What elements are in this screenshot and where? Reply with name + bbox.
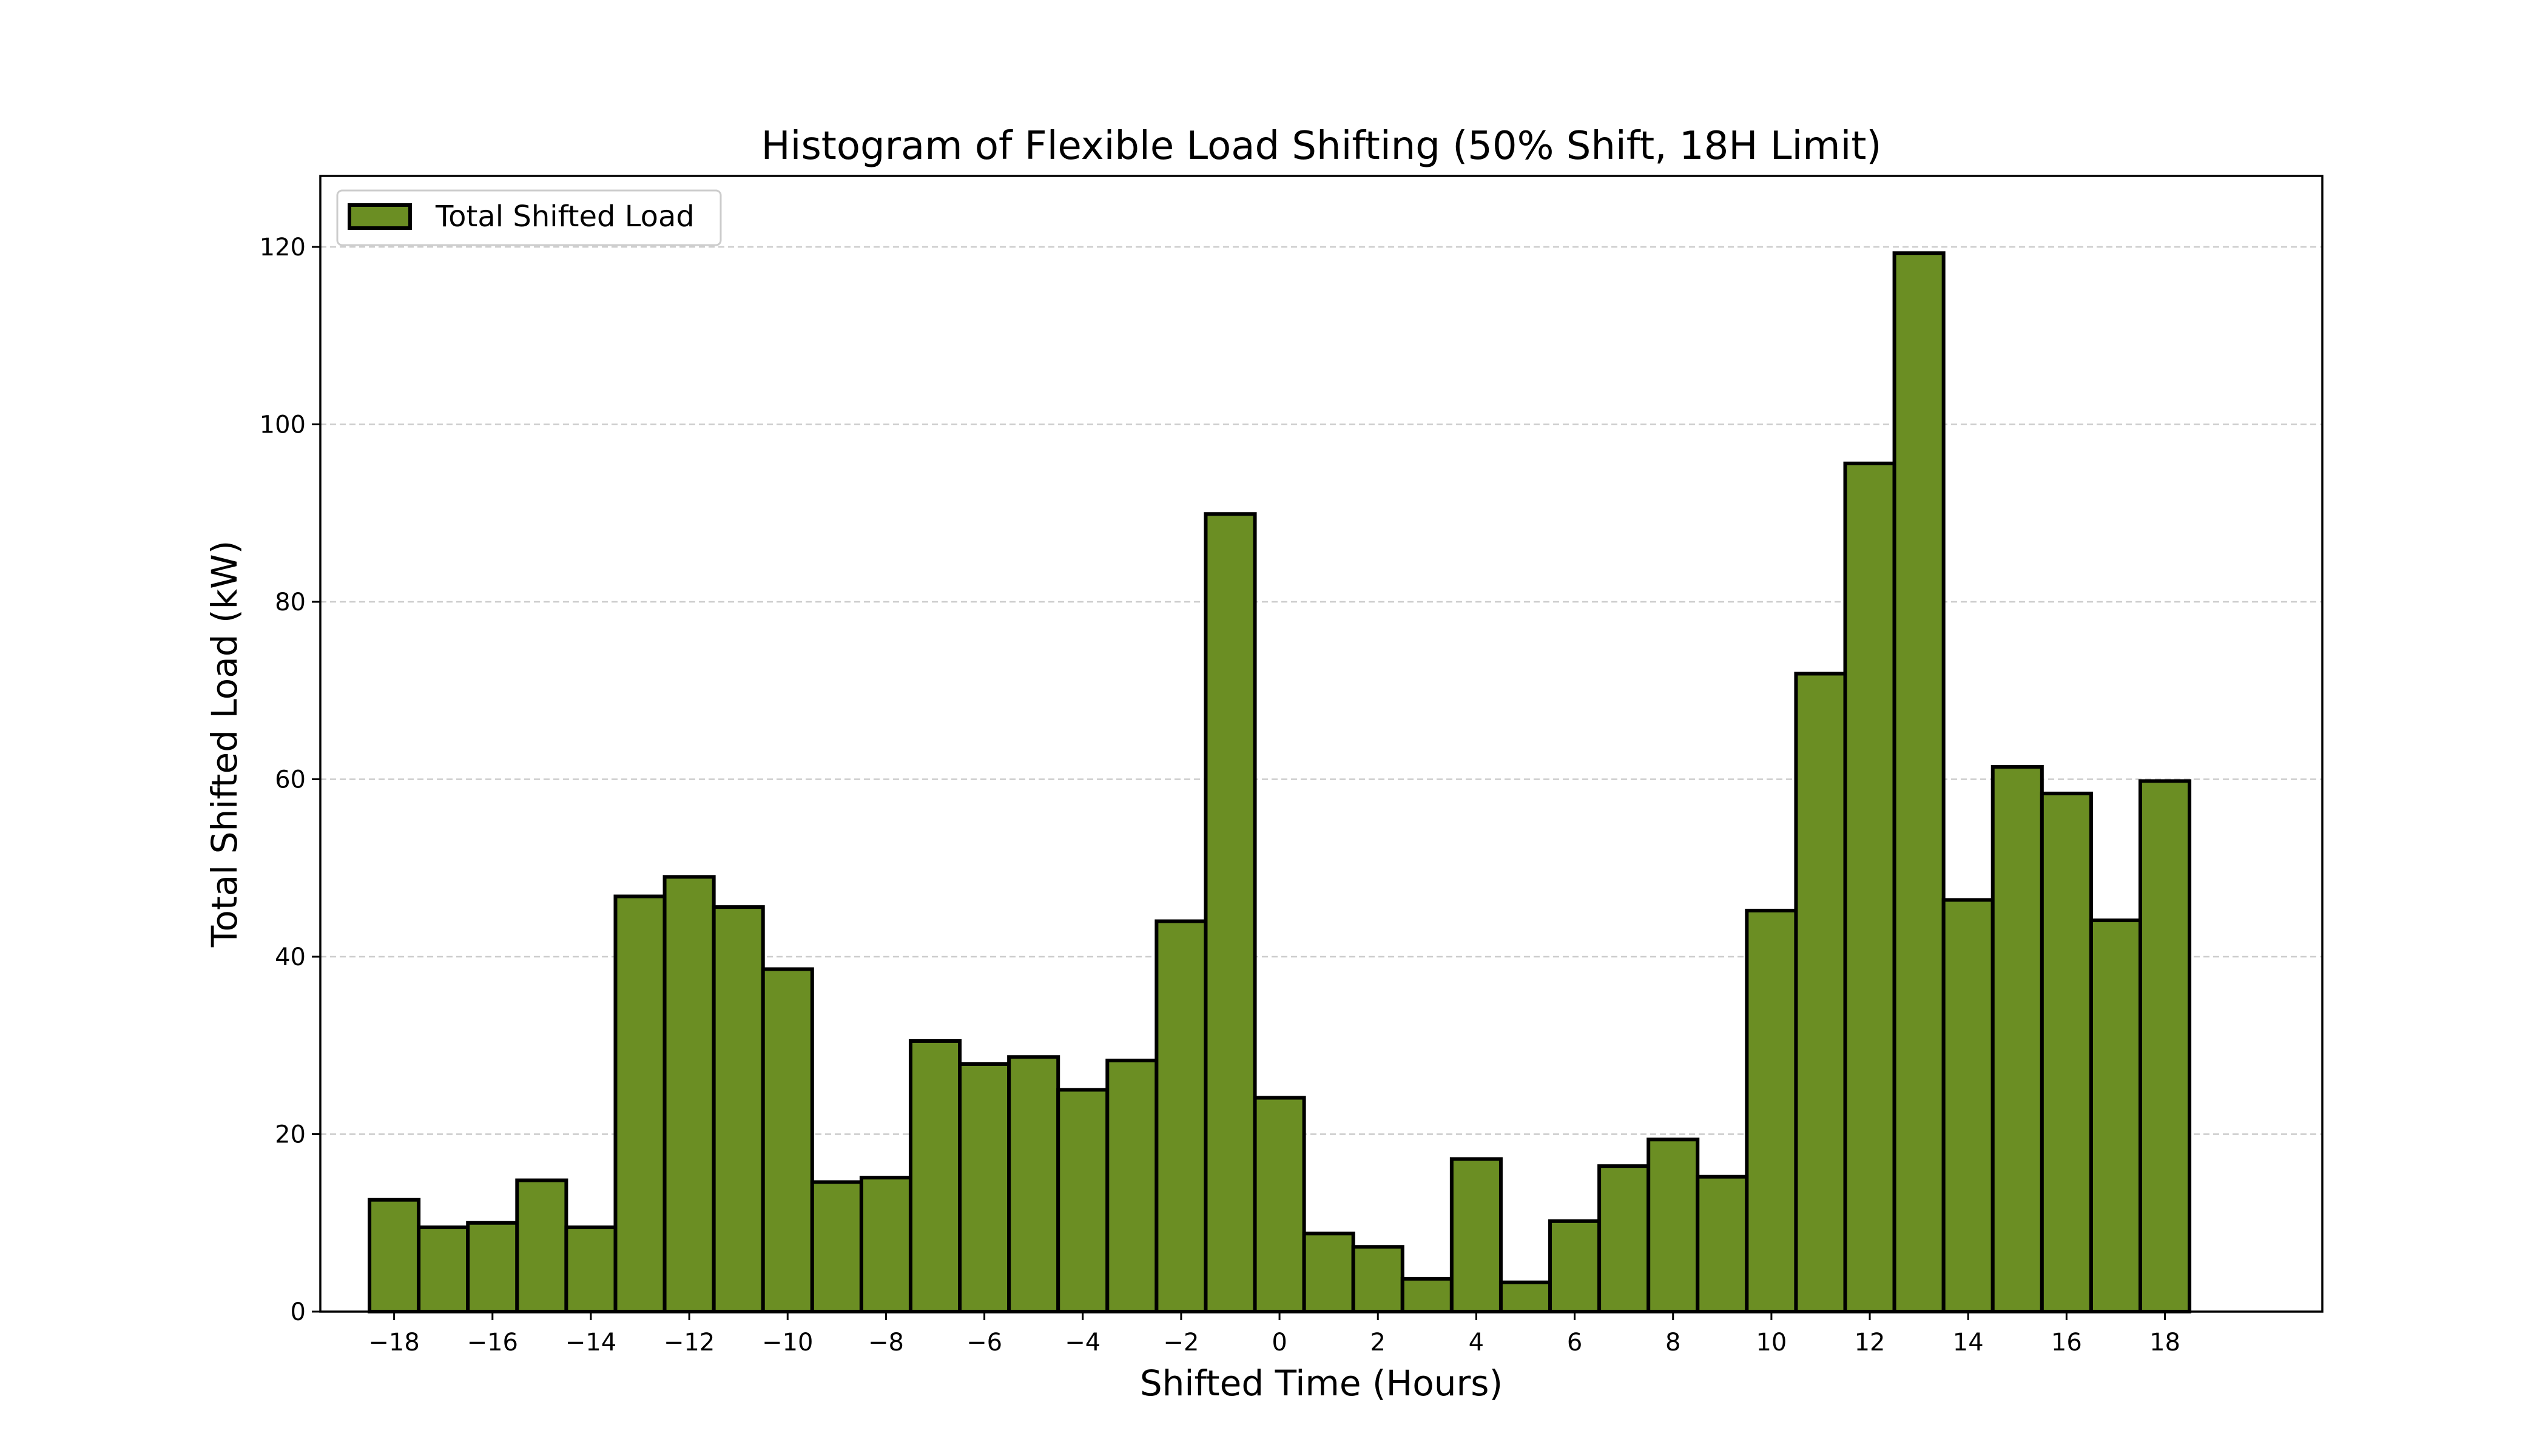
x-tick-label: 14 — [1953, 1329, 1984, 1357]
histogram-bar — [368, 1198, 421, 1313]
histogram-bar — [1597, 1164, 1651, 1314]
histogram-bar — [1056, 1088, 1110, 1313]
y-axis-label: Total Shifted Load (kW) — [204, 541, 245, 948]
legend: Total Shifted Load — [336, 189, 722, 246]
x-tick-label: 4 — [1469, 1329, 1484, 1357]
histogram-bar — [1990, 765, 2044, 1313]
histogram-bar — [2040, 791, 2093, 1313]
x-tick-label: 6 — [1567, 1329, 1582, 1357]
histogram-bar — [1548, 1219, 1602, 1313]
y-tick-label: 80 — [275, 588, 306, 616]
histogram-bar — [1941, 898, 1995, 1313]
legend-swatch — [348, 203, 412, 230]
x-tick-label: −14 — [565, 1329, 616, 1357]
histogram-bar — [1892, 251, 1946, 1313]
histogram-bar — [662, 875, 716, 1313]
bars — [368, 251, 2192, 1314]
histogram-bar — [1696, 1175, 1749, 1313]
x-tick-label: 0 — [1272, 1329, 1287, 1357]
histogram-bar — [2138, 779, 2192, 1314]
histogram-bar — [859, 1176, 912, 1313]
histogram-bar — [2089, 918, 2143, 1313]
x-tick-label: −12 — [664, 1329, 715, 1357]
x-tick-label: 8 — [1665, 1329, 1680, 1357]
x-tick-label: 2 — [1370, 1329, 1386, 1357]
histogram-bar — [761, 967, 814, 1313]
histogram-bar — [908, 1039, 962, 1313]
x-tick-label: 16 — [2051, 1329, 2082, 1357]
histogram-bar — [515, 1178, 568, 1314]
histogram-bar — [1498, 1280, 1552, 1314]
y-tick-label: 20 — [275, 1121, 306, 1149]
histogram-bar — [712, 905, 765, 1313]
histogram-bar — [1400, 1276, 1454, 1313]
histogram-bar — [1007, 1055, 1060, 1313]
x-tick-label: 10 — [1756, 1329, 1787, 1357]
histogram-bar — [564, 1225, 618, 1313]
legend-label: Total Shifted Load — [435, 200, 695, 234]
histogram-bar — [1302, 1232, 1355, 1314]
histogram-bar — [417, 1225, 470, 1313]
histogram-bar — [1351, 1245, 1404, 1314]
x-tick-label: −16 — [467, 1329, 518, 1357]
y-axis-ticks: 0 20 40 60 80 100 120 — [260, 234, 320, 1326]
histogram-bar — [1794, 672, 1847, 1313]
histogram-bar — [1154, 919, 1208, 1313]
plot-frame — [319, 175, 2324, 1313]
histogram-bar — [613, 894, 667, 1314]
x-tick-label: −10 — [762, 1329, 813, 1357]
x-tick-label: −18 — [368, 1329, 419, 1357]
histogram-bar — [1253, 1096, 1306, 1313]
x-tick-label: 18 — [2149, 1329, 2180, 1357]
x-tick-label: 12 — [1855, 1329, 1886, 1357]
histogram-bar — [1204, 512, 1257, 1313]
y-tick-label: 40 — [275, 943, 306, 971]
x-axis-label: Shifted Time (Hours) — [1140, 1363, 1503, 1404]
histogram-bar — [1105, 1059, 1159, 1314]
histogram-bar — [466, 1221, 519, 1313]
histogram-bar — [1843, 461, 1896, 1313]
chart-title: Histogram of Flexible Load Shifting (50%… — [761, 124, 1882, 169]
histogram-bar — [1449, 1157, 1503, 1313]
y-tick-label: 100 — [260, 411, 306, 439]
x-tick-label: −6 — [966, 1329, 1002, 1357]
x-tick-label: −4 — [1065, 1329, 1100, 1357]
histogram-bar — [958, 1062, 1011, 1314]
x-axis-ticks: −18 −16 −14 −12 −10 −8 −6 −4 −2 0 2 4 6 8 10 12 14 16 18 — [368, 1312, 2180, 1357]
legend-frame — [336, 189, 722, 246]
x-tick-label: −8 — [868, 1329, 904, 1357]
x-tick-label: −2 — [1163, 1329, 1199, 1357]
y-tick-label: 0 — [291, 1298, 306, 1326]
histogram-bar — [1646, 1138, 1700, 1314]
y-tick-label: 120 — [260, 234, 306, 261]
y-tick-label: 60 — [275, 766, 306, 794]
histogram-bar — [810, 1180, 863, 1313]
histogram-bar — [1745, 908, 1798, 1313]
